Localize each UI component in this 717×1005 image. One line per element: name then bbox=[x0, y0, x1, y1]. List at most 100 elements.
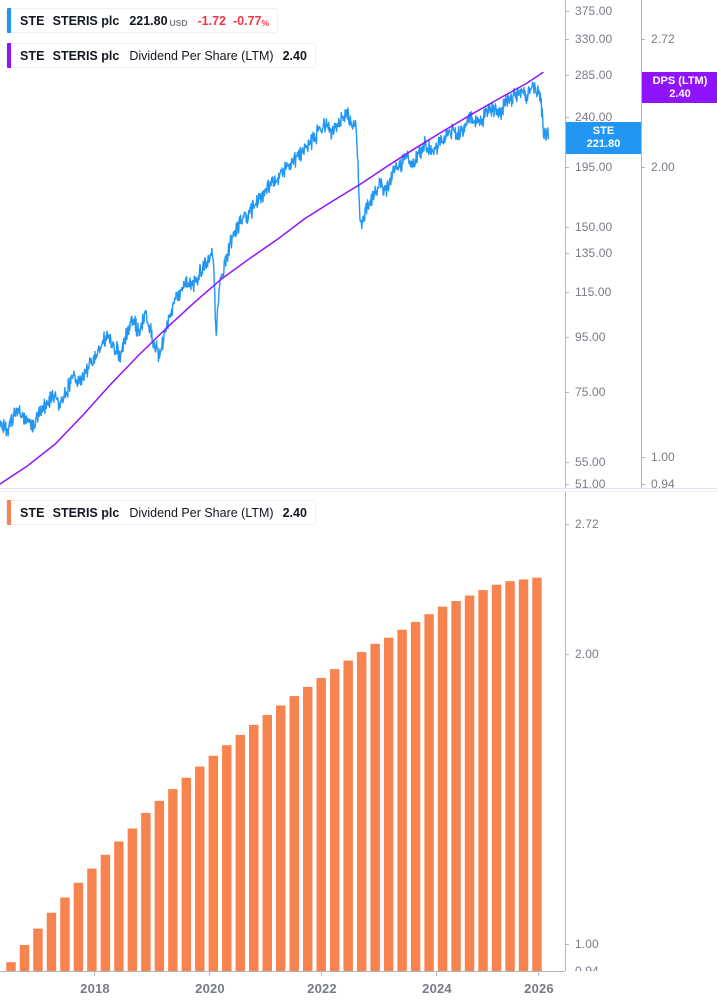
tick-dash bbox=[565, 461, 569, 463]
time-tick: 2026 bbox=[524, 971, 554, 996]
dividend-bar bbox=[451, 601, 461, 972]
price-badge-label: STE bbox=[592, 125, 615, 137]
dividend-pane-scale-line bbox=[565, 492, 566, 1005]
dividend-bar bbox=[532, 577, 542, 972]
legend-last-price: 221.80 bbox=[129, 13, 168, 28]
scale-tick: 2.00 bbox=[641, 160, 675, 174]
tick-dash bbox=[641, 456, 645, 458]
legend-color-swatch-price bbox=[7, 8, 11, 33]
dividend-bar bbox=[100, 854, 111, 972]
dividend-bar bbox=[127, 828, 138, 972]
legend-color-swatch-dividend bbox=[7, 43, 11, 68]
legend-dividend-metric: Dividend Per Share (LTM) bbox=[129, 505, 274, 520]
legend-change-percent: -0.77% bbox=[233, 13, 270, 28]
tick-dash bbox=[565, 38, 569, 40]
dividend-bar bbox=[276, 705, 286, 972]
time-scale-line bbox=[0, 971, 565, 972]
legend-dividend-company: STERIS plc bbox=[52, 505, 120, 520]
price-scale-line bbox=[565, 0, 566, 488]
scale-tick: 115.00 bbox=[565, 285, 611, 299]
time-tick-label: 2022 bbox=[307, 981, 337, 996]
dividend-bar bbox=[154, 800, 165, 972]
dividend-bar bbox=[343, 660, 353, 972]
price-plot-area[interactable] bbox=[0, 0, 565, 488]
tick-label: 150.00 bbox=[575, 220, 613, 234]
dividend-bar bbox=[141, 812, 151, 972]
scale-tick: 1.00 bbox=[641, 450, 675, 464]
dividend-plot-area[interactable] bbox=[0, 492, 565, 1005]
dividend-bar bbox=[518, 579, 529, 972]
dividend-badge-label: DPS (LTM) bbox=[652, 74, 708, 87]
scale-tick: 51.00 bbox=[565, 477, 606, 488]
dividend-bar bbox=[6, 962, 16, 972]
tick-dash bbox=[641, 38, 645, 40]
tick-dash bbox=[641, 483, 645, 485]
time-tick-dash bbox=[538, 971, 540, 976]
tick-dash bbox=[565, 10, 569, 12]
dividend-scale[interactable]: 2.722.001.000.94 DPS (LTM) 2.40 bbox=[565, 492, 717, 1005]
time-tick-dash bbox=[436, 971, 438, 976]
scale-tick: 95.00 bbox=[565, 330, 606, 344]
scale-tick: 330.00 bbox=[565, 32, 612, 46]
time-scale[interactable]: 2018 2020 2022 2024 2026 bbox=[0, 971, 717, 1005]
tick-label: 195.00 bbox=[575, 160, 613, 174]
legend-price-series[interactable]: STE STERIS plc 221.80 USD -1.72 -0.77% bbox=[6, 8, 279, 33]
time-tick-label: 2020 bbox=[195, 981, 225, 996]
tick-dash bbox=[565, 483, 569, 485]
legend-currency: USD bbox=[169, 17, 188, 28]
tick-dash bbox=[641, 166, 645, 168]
tick-dash bbox=[565, 653, 569, 655]
scale-tick: 375.00 bbox=[565, 4, 612, 18]
tick-dash bbox=[565, 116, 569, 118]
legend-dividend-series[interactable]: STE STERIS plc Dividend Per Share (LTM) … bbox=[6, 500, 316, 525]
pane-separator-shadow bbox=[0, 490, 717, 492]
scale-tick: 2.00 bbox=[565, 647, 599, 661]
scale-tick: 2.72 bbox=[565, 517, 599, 531]
price-badge-value: 221.80 bbox=[586, 138, 621, 150]
dividend-bar bbox=[505, 581, 515, 972]
tick-dash bbox=[565, 523, 569, 525]
dividend-bar bbox=[195, 766, 205, 972]
dividend-bar bbox=[437, 606, 448, 972]
legend-ticker: STE bbox=[20, 13, 45, 28]
dividend-bar bbox=[208, 755, 219, 972]
time-tick: 2020 bbox=[195, 971, 225, 996]
price-scale[interactable]: 375.00 330.00 285.00 240.00 195.00 150.00 135.… bbox=[565, 0, 641, 488]
time-tick: 2022 bbox=[307, 971, 337, 996]
pane-separator[interactable] bbox=[0, 488, 717, 489]
legend-company-name: STERIS plc bbox=[52, 13, 120, 28]
time-tick-label: 2024 bbox=[422, 981, 452, 996]
tick-dash bbox=[565, 391, 569, 393]
tick-label: 0.94 bbox=[651, 477, 675, 488]
tick-label: 2.72 bbox=[575, 517, 599, 531]
time-tick: 2018 bbox=[80, 971, 110, 996]
dividend-scale-price-pane[interactable]: 2.72 2.00 1.00 0.94 DPS (LTM) 2.40 bbox=[641, 0, 717, 488]
time-tick-dash bbox=[94, 971, 96, 976]
tick-label: 75.00 bbox=[575, 385, 606, 399]
time-tick-dash bbox=[209, 971, 211, 976]
price-pane: STE STERIS plc 221.80 USD -1.72 -0.77% S… bbox=[0, 0, 717, 488]
dividend-bars bbox=[6, 577, 542, 972]
dividend-bar bbox=[114, 841, 124, 972]
dividend-bar bbox=[249, 724, 259, 972]
tick-dash bbox=[565, 252, 569, 254]
tick-label: 375.00 bbox=[575, 4, 613, 18]
scale-tick: 150.00 bbox=[565, 220, 612, 234]
dividend-bar-chart-svg bbox=[6, 577, 542, 972]
scale-tick: 1.00 bbox=[565, 937, 599, 951]
dividend-bar bbox=[329, 669, 340, 972]
legend-dividend-overlay[interactable]: STE STERIS plc Dividend Per Share (LTM) … bbox=[6, 43, 316, 68]
dividend-bar bbox=[478, 590, 488, 972]
tick-label: 2.72 bbox=[651, 32, 675, 46]
dividend-bar bbox=[410, 621, 421, 972]
time-tick-dash bbox=[321, 971, 323, 976]
tick-label: 1.00 bbox=[651, 450, 675, 464]
scale-tick: 240.00 bbox=[565, 110, 612, 124]
legend-dividend-value: 2.40 bbox=[282, 505, 307, 520]
legend-change-absolute: -1.72 bbox=[197, 13, 227, 28]
tick-label: 51.00 bbox=[575, 477, 606, 488]
tick-dash bbox=[565, 336, 569, 338]
dividend-bar bbox=[235, 734, 245, 972]
scale-tick: 2.72 bbox=[641, 32, 675, 46]
